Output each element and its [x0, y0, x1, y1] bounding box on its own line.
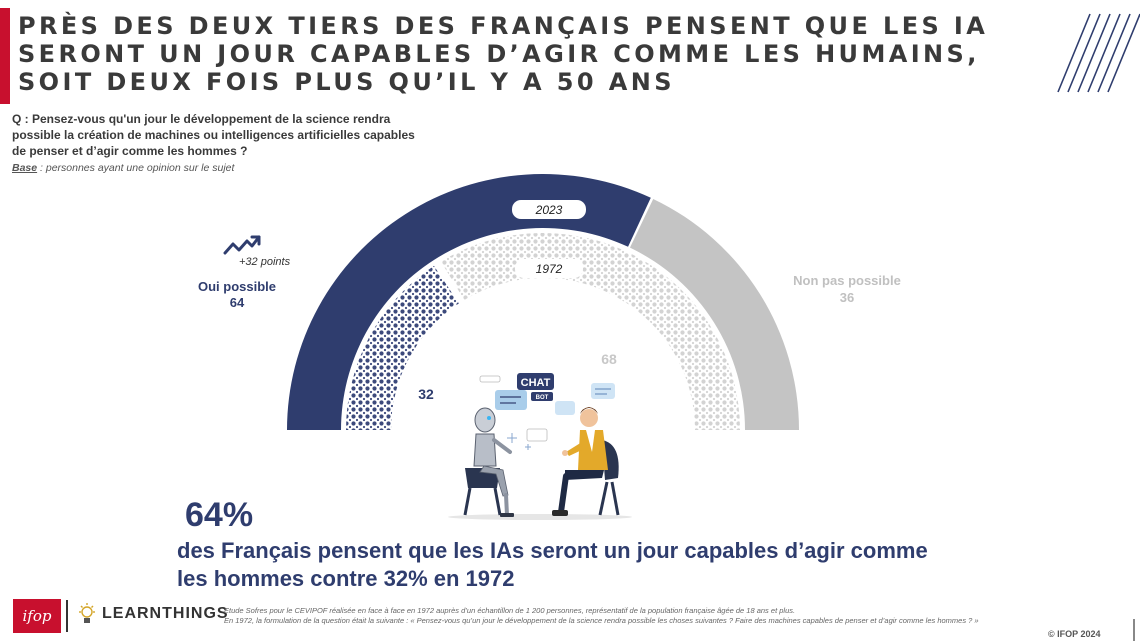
hatch-decoration-icon	[1057, 13, 1140, 93]
label-oui-value: 64	[230, 295, 245, 310]
highlight-text: des Français pensent que les IAs seront …	[177, 538, 928, 591]
page-title: Près des deux tiers des Français pensent…	[18, 12, 989, 96]
base-label: Base	[12, 162, 38, 174]
chat-bubble-icon	[495, 390, 527, 410]
label-oui-name: Oui possible	[198, 279, 276, 294]
floor-shadow	[448, 514, 632, 520]
label-non-value: 36	[840, 290, 854, 305]
bot-badge-text: BOT	[536, 395, 549, 401]
person-icon	[552, 407, 620, 516]
footnote-line-2: En 1972, la formulation de la question é…	[224, 616, 979, 625]
ifop-logo: ifop	[13, 599, 61, 633]
chat-bubble-icon	[591, 383, 615, 399]
chat-bubble-icon	[479, 375, 501, 383]
chat-bubble-icon	[526, 428, 548, 442]
chat-badge-text: CHAT	[521, 377, 551, 389]
title-accent-bar	[0, 8, 10, 104]
slice-1972-1	[440, 232, 740, 430]
chat-badge	[517, 373, 554, 390]
chat-bubble-icon	[555, 401, 575, 415]
ring-2023	[287, 174, 799, 430]
ring-label-2023: 2023	[535, 203, 563, 217]
sparkle-icon	[507, 433, 531, 450]
survey-question: Q : Pensez-vous qu'un jour le développem…	[12, 112, 415, 158]
slice-1972-0	[346, 265, 459, 430]
footnote-line-1: Etude Sofres pour le CEVIPOF réalisée en…	[224, 606, 796, 615]
slice-2023-0	[287, 174, 651, 430]
base-text: : personnes ayant une opinion sur le suj…	[37, 162, 235, 174]
label-oui-1972: 32	[418, 386, 434, 402]
label-non-1972: 68	[601, 351, 617, 367]
points-annotation: +32 points	[239, 256, 291, 268]
footnote: Etude Sofres pour le CEVIPOF réalisée en…	[224, 606, 984, 626]
learnthings-text: LEARNTHINGS	[102, 605, 229, 622]
trending-up-icon	[223, 235, 261, 255]
copyright: © IFOP 2024	[1048, 629, 1101, 639]
highlight-number: 64%	[185, 496, 254, 534]
robot-icon	[463, 407, 514, 517]
slice-2023-1	[629, 198, 799, 430]
ring-label-1972: 1972	[536, 262, 563, 276]
label-non-name: Non pas possible	[793, 273, 901, 288]
logo-separator	[66, 600, 68, 632]
learnthings-logo: LEARNTHINGS	[76, 602, 229, 626]
lightbulb-icon	[79, 603, 95, 623]
ring-label-2023-tab	[512, 200, 586, 219]
chatbot-illustration: CHAT BOT	[448, 373, 632, 520]
base-note: Base : personnes ayant une opinion sur l…	[12, 162, 234, 174]
bot-badge	[531, 392, 553, 401]
ring-label-1972-tab	[515, 259, 583, 278]
ring-1972	[346, 232, 740, 430]
corner-line	[1133, 619, 1135, 641]
